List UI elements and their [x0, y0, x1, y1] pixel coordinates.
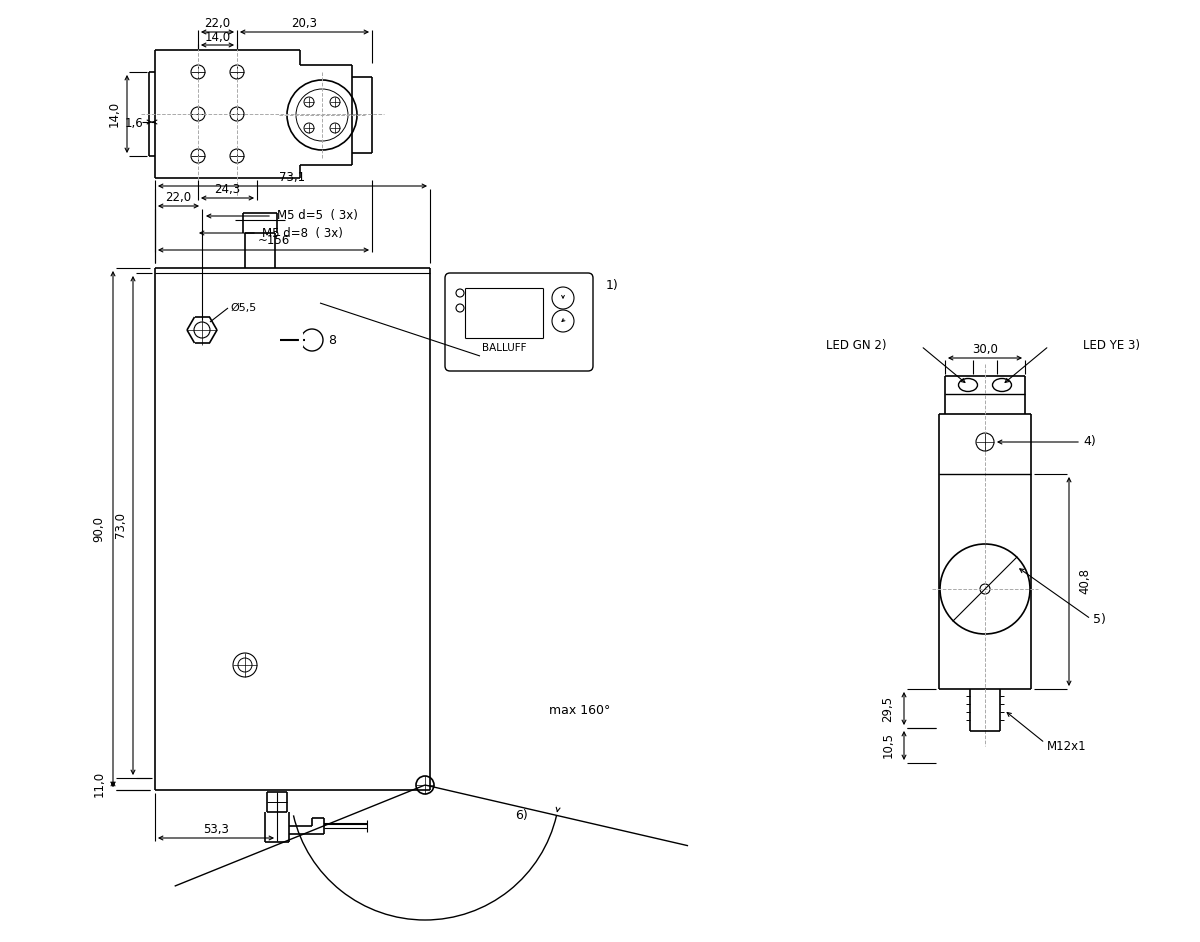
Text: 73,1: 73,1: [280, 171, 306, 184]
Text: 11,0: 11,0: [92, 771, 106, 797]
Text: 5): 5): [1093, 612, 1106, 625]
Text: 53,3: 53,3: [203, 822, 229, 836]
Text: 30,0: 30,0: [972, 343, 998, 355]
Text: 6): 6): [515, 808, 528, 821]
Text: 20,3: 20,3: [292, 17, 318, 29]
Text: 8: 8: [328, 333, 336, 347]
Text: max 160°: max 160°: [550, 704, 611, 717]
Text: ~156: ~156: [257, 235, 289, 248]
Text: 14,0: 14,0: [108, 101, 120, 127]
Text: 90,0: 90,0: [92, 516, 106, 542]
Text: 4): 4): [1084, 435, 1096, 448]
Text: Ø5,5: Ø5,5: [230, 303, 257, 313]
Text: 1,6: 1,6: [125, 118, 143, 131]
Text: M12x1: M12x1: [1046, 739, 1087, 753]
Text: M5 d=8  ( 3x): M5 d=8 ( 3x): [262, 226, 343, 239]
Text: 22,0: 22,0: [166, 190, 192, 203]
Text: 73,0: 73,0: [114, 512, 126, 539]
Text: M5 d=5  ( 3x): M5 d=5 ( 3x): [277, 209, 358, 222]
Text: 40,8: 40,8: [1079, 569, 1092, 594]
Text: 1): 1): [606, 280, 619, 293]
Text: 29,5: 29,5: [882, 695, 894, 722]
Text: 22,0: 22,0: [204, 17, 230, 29]
Text: 10,5: 10,5: [882, 733, 894, 758]
Text: LED GN 2): LED GN 2): [827, 339, 887, 352]
Text: 14,0: 14,0: [204, 31, 230, 44]
Text: BALLUFF: BALLUFF: [481, 343, 527, 353]
Text: 24,3: 24,3: [215, 183, 240, 196]
Text: LED YE 3): LED YE 3): [1084, 339, 1140, 352]
